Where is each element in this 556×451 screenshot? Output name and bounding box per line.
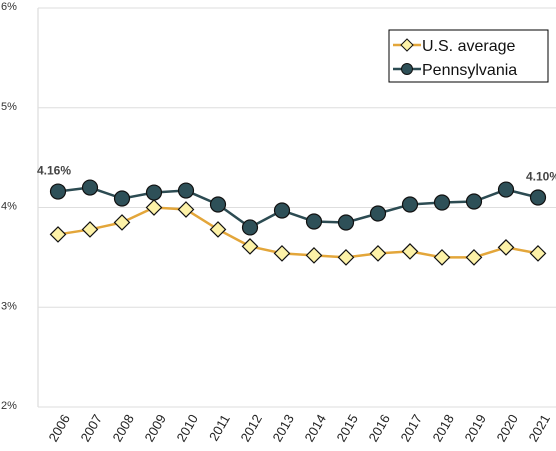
data-point (145, 184, 163, 201)
data-point (273, 202, 291, 219)
data-point (209, 221, 227, 238)
data-point (401, 243, 419, 260)
series-line (57, 186, 539, 229)
data-point (145, 199, 163, 216)
data-point (241, 238, 259, 255)
x-tick-label: 2017 (397, 412, 424, 445)
data-point (241, 219, 259, 236)
data-point (113, 214, 131, 231)
x-tick-label: 2015 (333, 412, 360, 445)
series-line (57, 206, 539, 259)
data-label: 4.10% (526, 170, 556, 184)
y-tick-label: 4% (1, 201, 17, 213)
data-point (401, 196, 419, 213)
data-point (177, 201, 195, 218)
data-point (273, 245, 291, 262)
x-tick-label: 2007 (77, 412, 104, 445)
data-point (81, 179, 99, 196)
y-tick-label: 5% (1, 101, 17, 113)
x-tick-label: 2011 (206, 412, 233, 444)
data-point (305, 213, 323, 230)
data-point (433, 249, 451, 266)
x-tick-label: 2021 (525, 412, 552, 445)
legend-box (388, 29, 549, 83)
legend-label: Pennsylvania (422, 62, 517, 79)
x-tick-label: 2008 (109, 412, 136, 445)
data-point (337, 214, 355, 231)
data-point (81, 221, 99, 238)
x-tick-label: 2020 (493, 412, 520, 445)
x-tick-label: 2010 (173, 412, 200, 445)
data-point (305, 247, 323, 264)
data-point (337, 249, 355, 266)
x-tick-label: 2016 (365, 412, 392, 445)
legend-marker (400, 38, 414, 52)
data-label: 4.16% (37, 164, 71, 178)
data-point (49, 183, 67, 200)
x-tick-label: 2006 (45, 412, 72, 445)
data-point (177, 182, 195, 199)
y-tick-label: 6% (1, 1, 17, 13)
data-point (113, 190, 131, 207)
data-point (497, 239, 515, 256)
data-point (369, 245, 387, 262)
data-point (529, 245, 547, 262)
data-point (369, 205, 387, 222)
data-point (433, 194, 451, 211)
data-point (497, 181, 515, 198)
x-tick-label: 2013 (269, 412, 296, 445)
data-point (529, 189, 547, 206)
x-tick-label: 2019 (461, 412, 488, 445)
legend-marker (401, 63, 413, 75)
data-point (209, 196, 227, 213)
data-point (49, 226, 67, 243)
legend-label: U.S. average (422, 38, 515, 55)
x-tick-label: 2018 (429, 412, 456, 445)
y-tick-label: 3% (1, 300, 17, 312)
x-tick-label: 2014 (301, 412, 328, 445)
y-tick-label: 2% (1, 400, 17, 412)
x-tick-label: 2012 (237, 412, 264, 445)
x-tick-label: 2009 (141, 412, 168, 445)
data-point (465, 193, 483, 210)
data-point (465, 249, 483, 266)
